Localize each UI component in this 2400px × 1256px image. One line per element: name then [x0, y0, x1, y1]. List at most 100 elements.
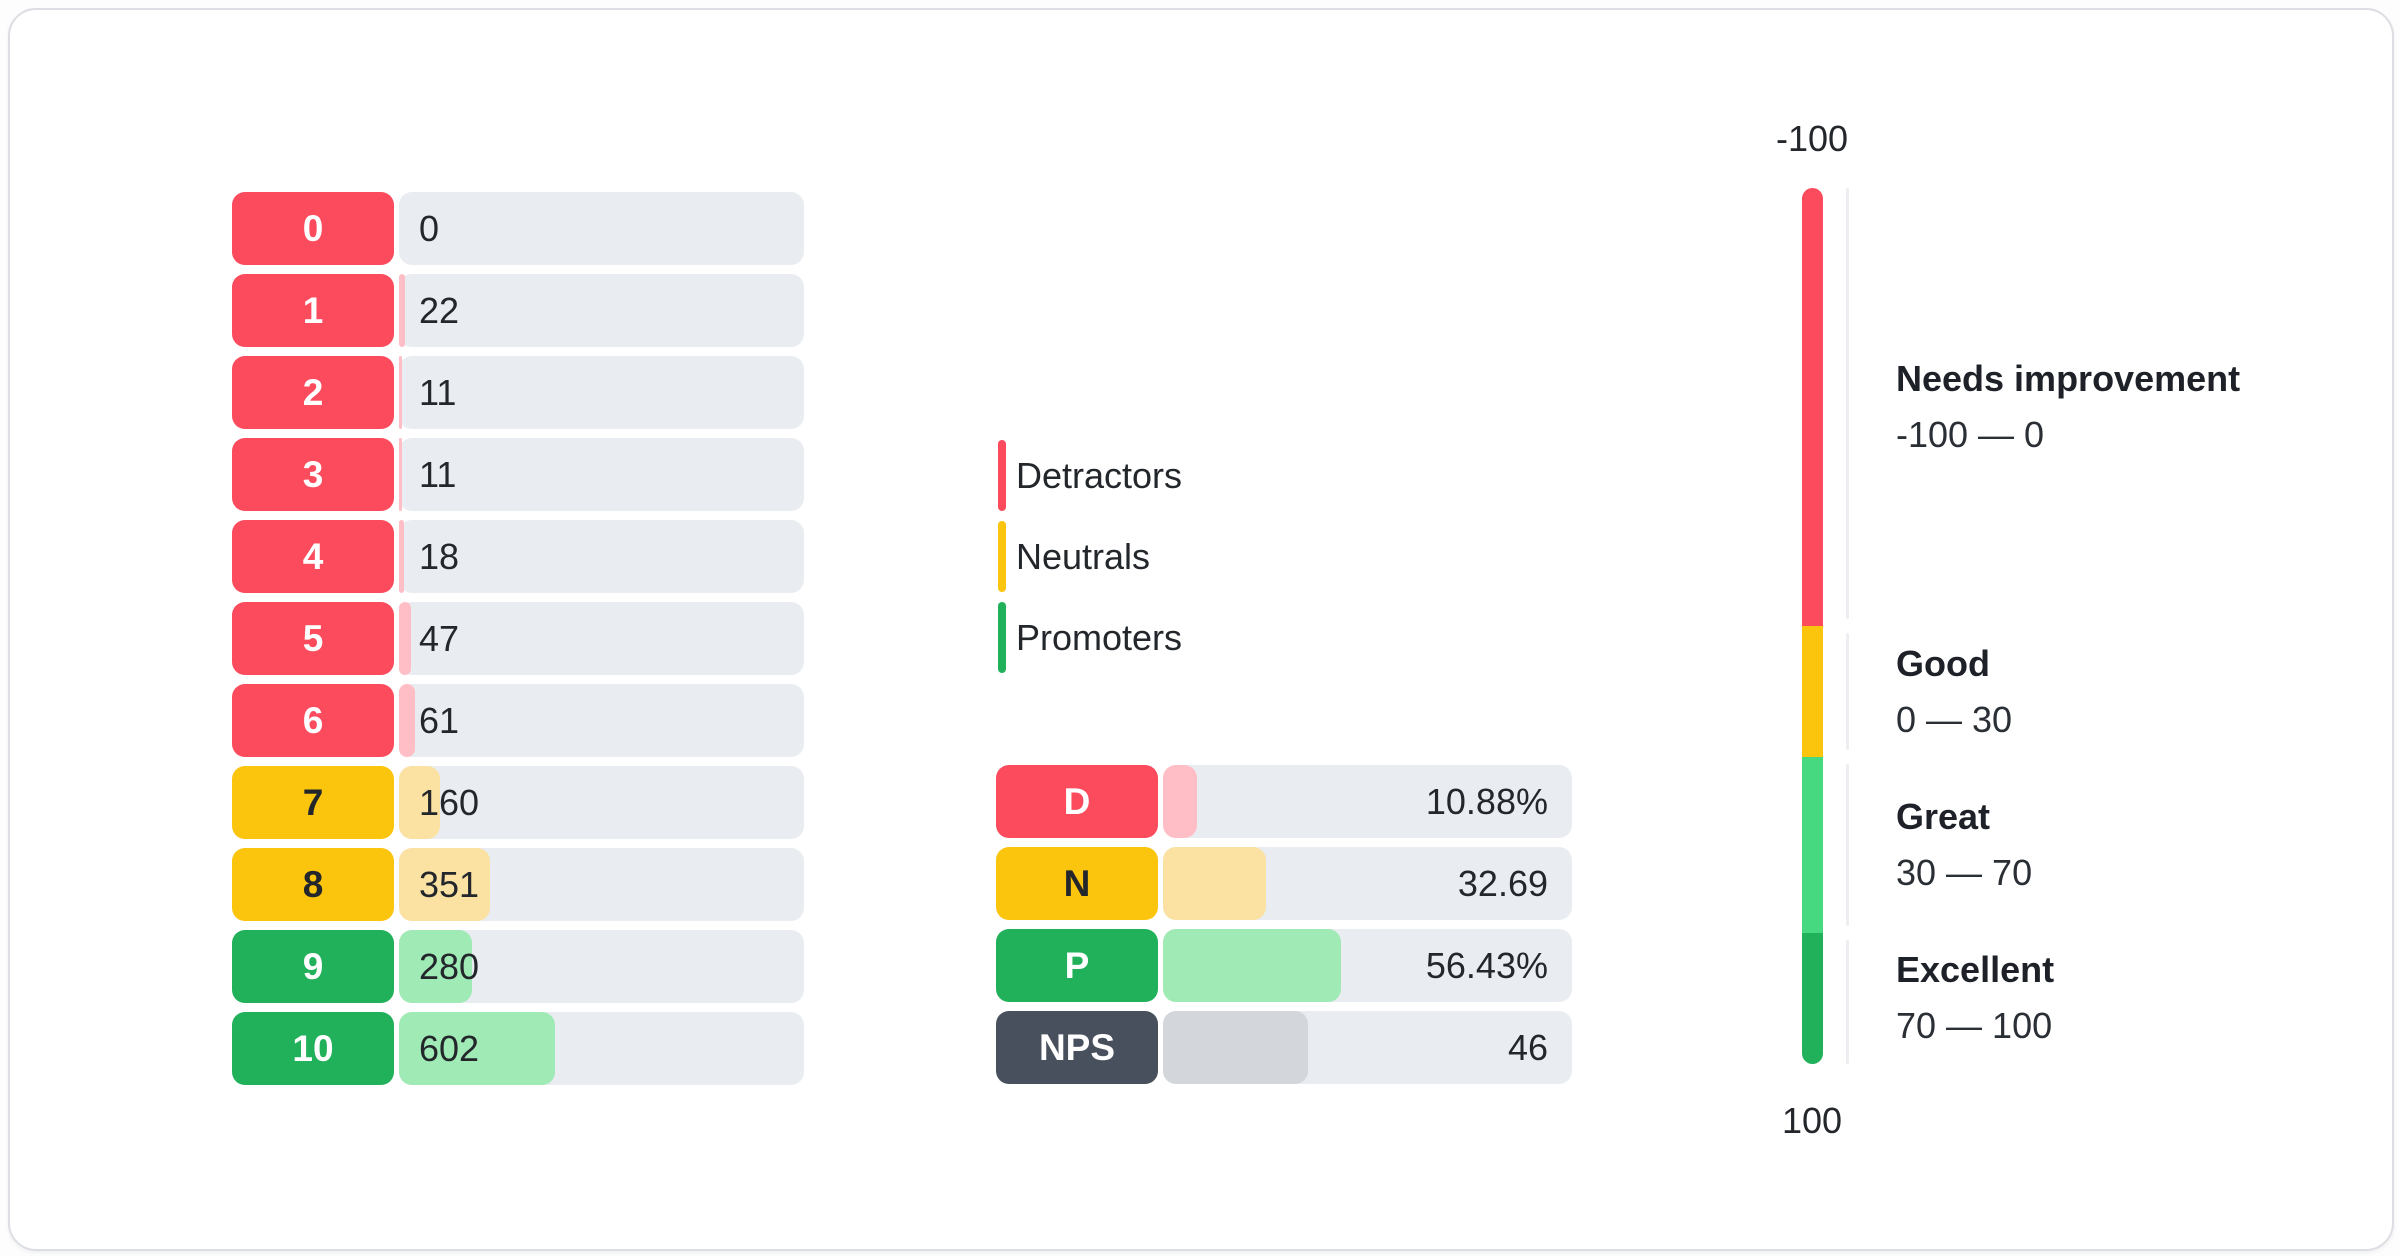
- gauge-segment-excellent: [1802, 932, 1823, 1064]
- score-track: 11: [399, 438, 804, 511]
- score-row: 2 11: [232, 356, 804, 429]
- score-track: 602: [399, 1012, 804, 1085]
- score-category-chip: 3: [232, 438, 394, 511]
- score-fill: [399, 274, 405, 347]
- legend-item: Detractors: [998, 440, 1182, 511]
- summary-row: NPS 46: [996, 1011, 1572, 1084]
- summary-fill: [1163, 847, 1266, 920]
- score-value: 280: [419, 945, 480, 987]
- score-category-chip: 10: [232, 1012, 394, 1085]
- gauge-zone-label-excellent: Excellent 70 — 100: [1896, 948, 2054, 1048]
- gauge-zone-title: Excellent: [1896, 949, 2055, 991]
- score-value: 61: [419, 699, 460, 741]
- score-track: 351: [399, 848, 804, 921]
- legend-item: Promoters: [998, 602, 1182, 673]
- score-row: 1 22: [232, 274, 804, 347]
- score-category-chip: 6: [232, 684, 394, 757]
- gauge-zone-label-great: Great 30 — 70: [1896, 795, 2032, 895]
- score-value: 22: [419, 289, 460, 331]
- legend-swatch: [998, 521, 1006, 592]
- gauge-zone-label-good: Good 0 — 30: [1896, 642, 2012, 742]
- summary-category-chip: NPS: [996, 1011, 1158, 1084]
- gauge-segment-great: [1802, 757, 1823, 933]
- score-row: 3 11: [232, 438, 804, 511]
- gauge-zone-title: Good: [1896, 642, 1990, 684]
- summary-category-chip: P: [996, 929, 1158, 1002]
- score-track: 47: [399, 602, 804, 675]
- summary-row: N 32.69: [996, 847, 1572, 920]
- score-value: 11: [419, 371, 457, 413]
- gauge-segment-needs-improvement: [1802, 188, 1823, 626]
- summary-value: 46: [1507, 1026, 1548, 1068]
- score-fill: [399, 684, 415, 757]
- score-track: 0: [399, 192, 804, 265]
- score-value: 47: [419, 617, 460, 659]
- summary-category-chip: N: [996, 847, 1158, 920]
- score-track: 11: [399, 356, 804, 429]
- score-category-chip: 2: [232, 356, 394, 429]
- summary-value: 32.69: [1457, 862, 1548, 904]
- summary-track: 10.88%: [1163, 765, 1572, 838]
- summary-track: 32.69: [1163, 847, 1572, 920]
- gauge-zone-range: -100 — 0: [1896, 414, 2045, 455]
- legend: Detractors Neutrals Promoters: [998, 440, 1182, 683]
- score-value: 351: [419, 863, 480, 905]
- score-category-chip: 1: [232, 274, 394, 347]
- gauge-axis-segment: [1846, 939, 1849, 1064]
- score-value: 602: [419, 1027, 480, 1069]
- summary-value: 10.88%: [1425, 780, 1548, 822]
- score-category-chip: 0: [232, 192, 394, 265]
- score-row: 7 160: [232, 766, 804, 839]
- score-category-chip: 4: [232, 520, 394, 593]
- score-fill: [399, 438, 402, 511]
- gauge-zone-range: 0 — 30: [1896, 698, 2013, 740]
- legend-label: Neutrals: [1016, 535, 1151, 577]
- score-row: 10 602: [232, 1012, 804, 1085]
- score-value: 11: [419, 453, 457, 495]
- gauge-tick-top: -100: [1775, 118, 1849, 159]
- score-fill: [399, 848, 490, 921]
- score-row: 4 18: [232, 520, 804, 593]
- score-row: 6 61: [232, 684, 804, 757]
- summary-track: 46: [1163, 1011, 1572, 1084]
- summary-track: 56.43%: [1163, 929, 1572, 1002]
- score-track: 61: [399, 684, 804, 757]
- legend-swatch: [998, 602, 1006, 673]
- summary-row: P 56.43%: [996, 929, 1572, 1002]
- score-row: 5 47: [232, 602, 804, 675]
- summary-fill: [1163, 1011, 1308, 1084]
- score-fill: [399, 1012, 555, 1085]
- score-value: 0: [419, 207, 440, 249]
- score-category-chip: 5: [232, 602, 394, 675]
- score-category-chip: 8: [232, 848, 394, 921]
- score-value: 160: [419, 781, 480, 823]
- summary-category-chip: D: [996, 765, 1158, 838]
- legend-label: Promoters: [1016, 616, 1183, 658]
- score-track: 160: [399, 766, 804, 839]
- summary-value: 56.43%: [1425, 944, 1548, 986]
- gauge-zone-range: 70 — 100: [1896, 1005, 2053, 1047]
- summary-fill: [1163, 765, 1198, 838]
- score-category-chip: 7: [232, 766, 394, 839]
- score-fill: [399, 356, 402, 429]
- score-track: 280: [399, 930, 804, 1003]
- gauge-zone-range: 30 — 70: [1896, 852, 2033, 893]
- summary-fill: [1163, 929, 1341, 1002]
- gauge-zone-label-needs-improvement: Needs improvement -100 — 0: [1896, 357, 2240, 457]
- score-fill: [399, 520, 404, 593]
- gauge-zone-title: Great: [1896, 796, 1991, 837]
- legend-label: Detractors: [1016, 454, 1183, 496]
- legend-swatch: [998, 440, 1006, 511]
- score-fill: [399, 602, 412, 675]
- gauge-axis-segment: [1846, 764, 1849, 926]
- gauge-tick-bottom: 100: [1781, 1100, 1843, 1141]
- nps-summary-chart: D 10.88% N 32.69 P 56.43% NPS 46: [996, 765, 1572, 1093]
- score-track: 22: [399, 274, 804, 347]
- score-row: 9 280: [232, 930, 804, 1003]
- gauge-axis-segment: [1846, 633, 1849, 751]
- score-category-chip: 9: [232, 930, 394, 1003]
- gauge-segment-good: [1802, 626, 1823, 758]
- score-row: 8 351: [232, 848, 804, 921]
